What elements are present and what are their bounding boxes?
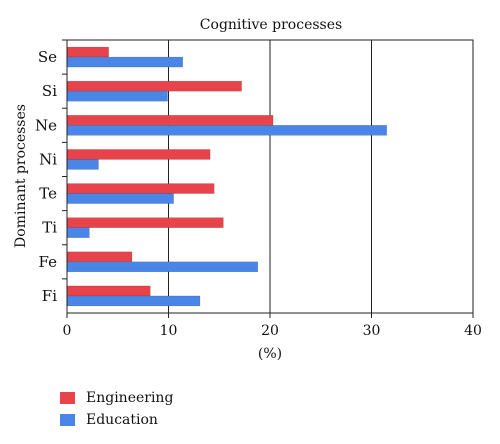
axis-ticks: 0 10 20 30 40 — [62, 39, 482, 339]
bar-education-ti — [66, 227, 90, 238]
bar-education-ni — [66, 159, 99, 170]
legend-swatch-engineering — [60, 392, 75, 404]
bar-engineering-te — [66, 183, 215, 194]
bar-education-se — [66, 56, 183, 68]
category-label: Fe — [39, 253, 58, 271]
legend-label-engineering: Engineering — [86, 390, 173, 406]
bar-education-ne — [66, 125, 387, 136]
category-label: Se — [38, 48, 57, 66]
x-tick-label: 30 — [363, 323, 381, 339]
category-label: Ne — [35, 116, 57, 134]
x-tick-label: 20 — [261, 323, 279, 339]
x-tick-label: 0 — [63, 323, 72, 339]
bar-engineering-fe — [66, 251, 133, 263]
x-axis-label: (%) — [258, 346, 282, 362]
category-label: Fi — [42, 287, 57, 305]
x-tick-label: 10 — [160, 323, 178, 339]
bar-education-fe — [66, 261, 259, 273]
x-tick-label: 40 — [464, 323, 482, 339]
bar-education-fi — [66, 295, 201, 307]
bar-engineering-fi — [66, 285, 151, 297]
bar-education-te — [66, 193, 174, 204]
legend-label-education: Education — [86, 412, 158, 428]
category-labels: Se Si Ne Ni Te Ti Fe Fi — [35, 48, 57, 305]
bar-engineering-ti — [66, 217, 224, 228]
category-label: Te — [39, 185, 57, 203]
bar-engineering-se — [66, 46, 109, 58]
legend-swatch-education — [60, 414, 75, 426]
category-label: Si — [42, 82, 57, 100]
category-label: Ti — [42, 219, 57, 237]
y-axis-label: Dominant processes — [13, 104, 29, 248]
bar-engineering-ne — [66, 115, 274, 126]
bar-engineering-ni — [66, 149, 211, 160]
bar-engineering-si — [66, 80, 242, 92]
bar-education-si — [66, 90, 168, 102]
chart-title: Cognitive processes — [200, 17, 342, 33]
category-label: Ni — [39, 150, 57, 168]
bars — [66, 46, 387, 307]
legend: Engineering Education — [60, 390, 173, 428]
